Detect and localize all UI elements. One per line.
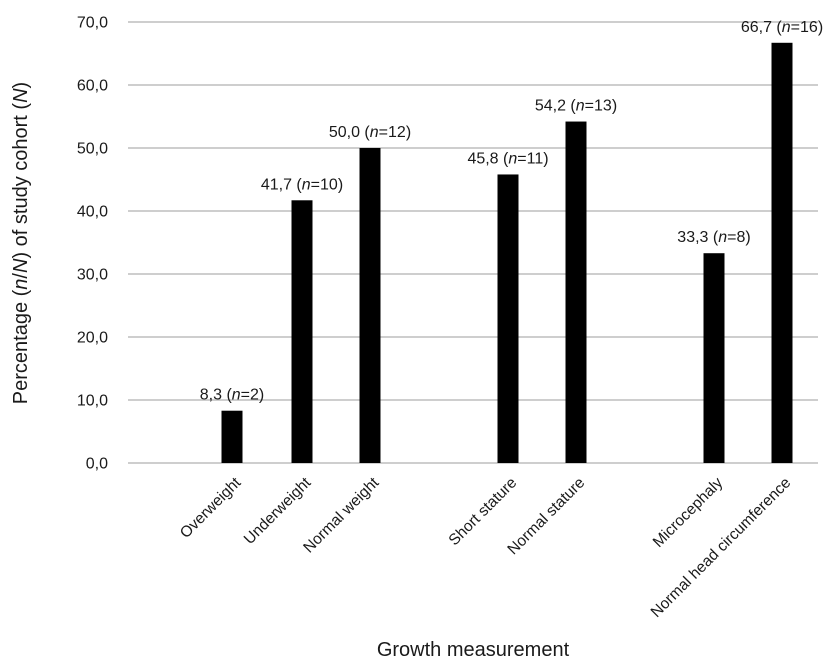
x-tick-label-group: Normal head circumference — [648, 474, 795, 621]
data-label: 8,3 (n=2) — [200, 387, 265, 404]
x-tick-label: Microcephaly — [650, 474, 727, 551]
x-axis-title: Growth measurement — [377, 639, 570, 661]
y-tick-label: 40,0 — [77, 204, 108, 221]
x-tick-label-group: Underweight — [241, 474, 315, 548]
y-tick-label: 30,0 — [77, 267, 108, 284]
x-tick-label-group: Overweight — [177, 474, 245, 542]
bar — [291, 200, 313, 464]
x-tick-label: Underweight — [241, 474, 315, 548]
gridlines — [128, 21, 818, 464]
x-tick-label: Short stature — [446, 474, 521, 549]
data-label: 41,7 (n=10) — [261, 176, 343, 193]
x-tick-label-group: Short stature — [446, 474, 521, 549]
bar — [703, 253, 725, 463]
data-label: 33,3 (n=8) — [677, 229, 750, 246]
bar — [565, 121, 587, 463]
bar — [359, 148, 381, 463]
bar — [497, 174, 519, 463]
bar — [221, 410, 243, 463]
y-tick-label: 60,0 — [77, 78, 108, 95]
data-label: 54,2 (n=13) — [535, 98, 617, 115]
y-axis-ticks: 0,0 10,0 20,0 30,0 40,0 50,0 60,0 70,0 — [77, 15, 108, 473]
data-label: 66,7 (n=16) — [741, 19, 823, 36]
x-tick-label: Overweight — [177, 474, 245, 542]
y-tick-label: 10,0 — [77, 393, 108, 410]
x-tick-label: Normal head circumference — [648, 474, 795, 621]
x-tick-label-group: Microcephaly — [650, 474, 727, 551]
bars — [221, 42, 793, 464]
bar — [771, 42, 793, 463]
y-axis-title: Percentage (n/N) of study cohort (N) — [10, 82, 32, 404]
y-tick-label: 70,0 — [77, 15, 108, 32]
data-labels: 8,3 (n=2) 41,7 (n=10) 50,0 (n=12) 45,8 (n=1… — [200, 19, 823, 404]
y-tick-label: 50,0 — [77, 141, 108, 158]
y-tick-label: 20,0 — [77, 330, 108, 347]
data-label: 45,8 (n=11) — [467, 150, 548, 167]
data-label: 50,0 (n=12) — [329, 124, 411, 141]
y-tick-label: 0,0 — [86, 456, 108, 473]
